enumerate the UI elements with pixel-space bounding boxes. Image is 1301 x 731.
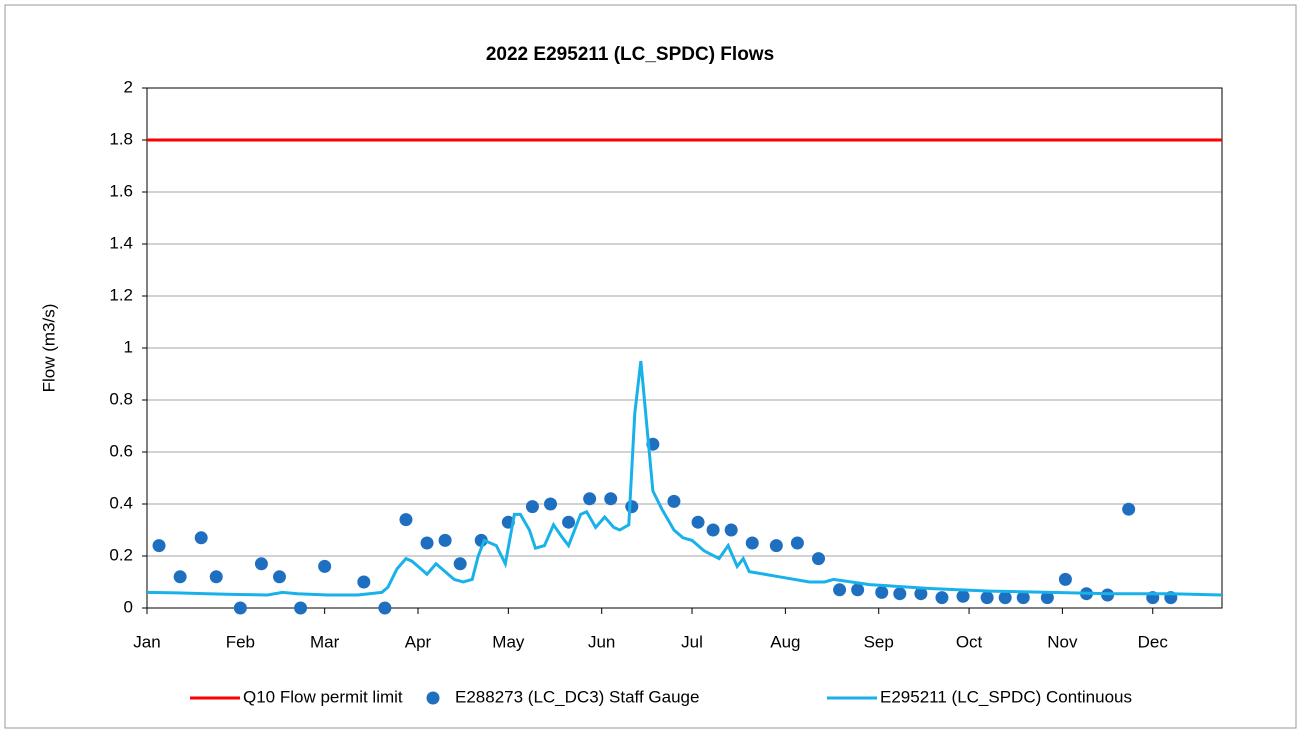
x-tick-label: Apr	[405, 632, 432, 651]
x-tick-label: Jun	[588, 632, 615, 651]
data-point	[152, 539, 166, 553]
y-tick-label: 0	[124, 597, 133, 616]
data-point	[935, 591, 949, 605]
x-tick-label: Aug	[770, 632, 800, 651]
data-point	[525, 500, 539, 514]
y-tick-label: 0.8	[109, 389, 133, 408]
x-tick-label: Jan	[133, 632, 160, 651]
x-tick-label: Sep	[864, 632, 894, 651]
x-tick-label: May	[492, 632, 525, 651]
y-axis-label: Flow (m3/s)	[39, 304, 58, 393]
data-point	[378, 601, 392, 615]
data-point	[399, 513, 413, 527]
data-point	[893, 587, 907, 601]
y-tick-label: 1.4	[109, 233, 133, 252]
data-point	[604, 492, 618, 506]
data-point	[851, 583, 865, 597]
data-point	[706, 523, 720, 537]
y-tick-label: 0.2	[109, 545, 133, 564]
data-point	[318, 559, 332, 573]
data-point	[1040, 591, 1054, 605]
data-point	[769, 539, 783, 553]
data-point	[173, 570, 187, 584]
data-point	[980, 591, 994, 605]
y-tick-label: 1	[124, 337, 133, 356]
data-point	[914, 587, 928, 601]
y-tick-label: 1.2	[109, 285, 133, 304]
y-tick-label: 0.4	[109, 493, 133, 512]
data-point	[357, 575, 371, 589]
chart-frame	[4, 4, 1297, 729]
data-point	[811, 552, 825, 566]
data-point	[998, 591, 1012, 605]
y-tick-label: 1.6	[109, 181, 133, 200]
data-point	[438, 533, 452, 547]
plot-area	[146, 87, 1223, 609]
series-line	[146, 360, 1223, 597]
data-point	[667, 494, 681, 508]
legend-label: E288273 (LC_DC3) Staff Gauge	[455, 687, 699, 706]
data-point	[544, 497, 558, 511]
data-point	[254, 557, 268, 571]
data-point	[562, 515, 576, 529]
data-point	[724, 523, 738, 537]
data-point	[790, 536, 804, 550]
data-point	[691, 515, 705, 529]
x-tick-label: Mar	[310, 632, 340, 651]
data-point	[194, 531, 208, 545]
data-point	[875, 585, 889, 599]
data-point	[1016, 591, 1030, 605]
data-point	[294, 601, 308, 615]
x-tick-label: Jul	[681, 632, 703, 651]
y-tick-label: 1.8	[109, 129, 133, 148]
legend-marker	[426, 691, 440, 705]
chart-title: 2022 E295211 (LC_SPDC) Flows	[486, 44, 774, 65]
data-point	[583, 492, 597, 506]
x-tick-label: Nov	[1047, 632, 1078, 651]
data-point	[209, 570, 223, 584]
y-tick-label: 0.6	[109, 441, 133, 460]
data-point	[233, 601, 247, 615]
data-point	[420, 536, 434, 550]
legend-label: Q10 Flow permit limit	[243, 687, 403, 706]
data-point	[453, 557, 467, 571]
x-tick-label: Feb	[226, 632, 255, 651]
x-tick-label: Oct	[956, 632, 983, 651]
data-point	[625, 500, 639, 514]
y-tick-label: 2	[124, 77, 133, 96]
legend-label: E295211 (LC_SPDC) Continuous	[880, 687, 1132, 706]
data-point	[745, 536, 759, 550]
data-point	[1058, 572, 1072, 586]
data-point	[833, 583, 847, 597]
data-point	[1122, 502, 1136, 516]
data-point	[956, 589, 970, 603]
x-tick-label: Dec	[1138, 632, 1169, 651]
data-point	[272, 570, 286, 584]
